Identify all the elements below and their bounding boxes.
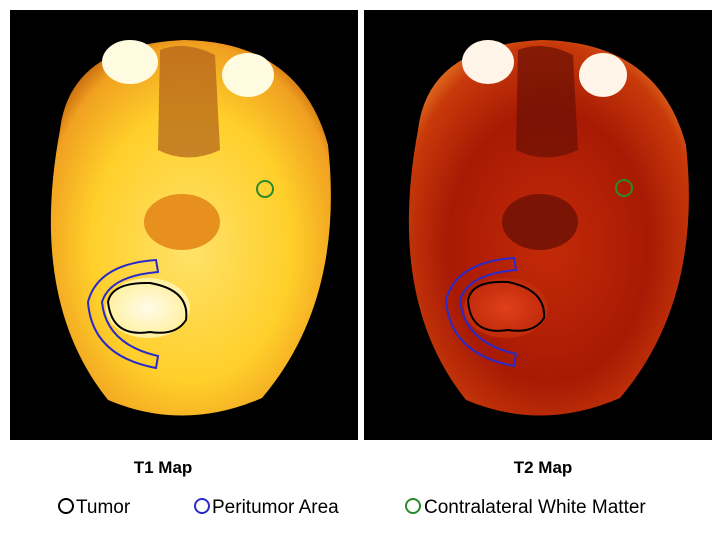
sinus-region <box>158 46 220 158</box>
eye <box>102 40 158 84</box>
t1-panel <box>10 10 358 440</box>
legend-label: Peritumor Area <box>212 497 339 518</box>
tumor-region <box>464 278 548 338</box>
sinus-region <box>516 46 578 158</box>
legend-label: Contralateral White Matter <box>424 497 646 518</box>
tumor-region <box>106 278 190 338</box>
tumor-contour <box>106 281 188 334</box>
legend: Tumor Peritumor Area Contralateral White… <box>58 497 646 518</box>
white-matter-roi <box>256 180 274 198</box>
midbrain <box>502 194 578 250</box>
eye <box>222 53 274 97</box>
white-matter-roi <box>615 179 633 197</box>
eye <box>462 40 514 84</box>
peritumor-contour <box>86 258 160 370</box>
panel-caption: T2 Map <box>514 458 573 477</box>
legend-marker <box>58 498 74 514</box>
legend-marker <box>194 498 210 514</box>
eye <box>579 53 627 97</box>
peritumor-contour <box>444 256 518 368</box>
tumor-contour <box>466 280 546 332</box>
t2-panel <box>364 10 712 440</box>
legend-label: Tumor <box>76 497 131 518</box>
panel-caption: T1 Map <box>134 458 193 477</box>
midbrain <box>144 194 220 250</box>
legend-marker <box>405 498 421 514</box>
